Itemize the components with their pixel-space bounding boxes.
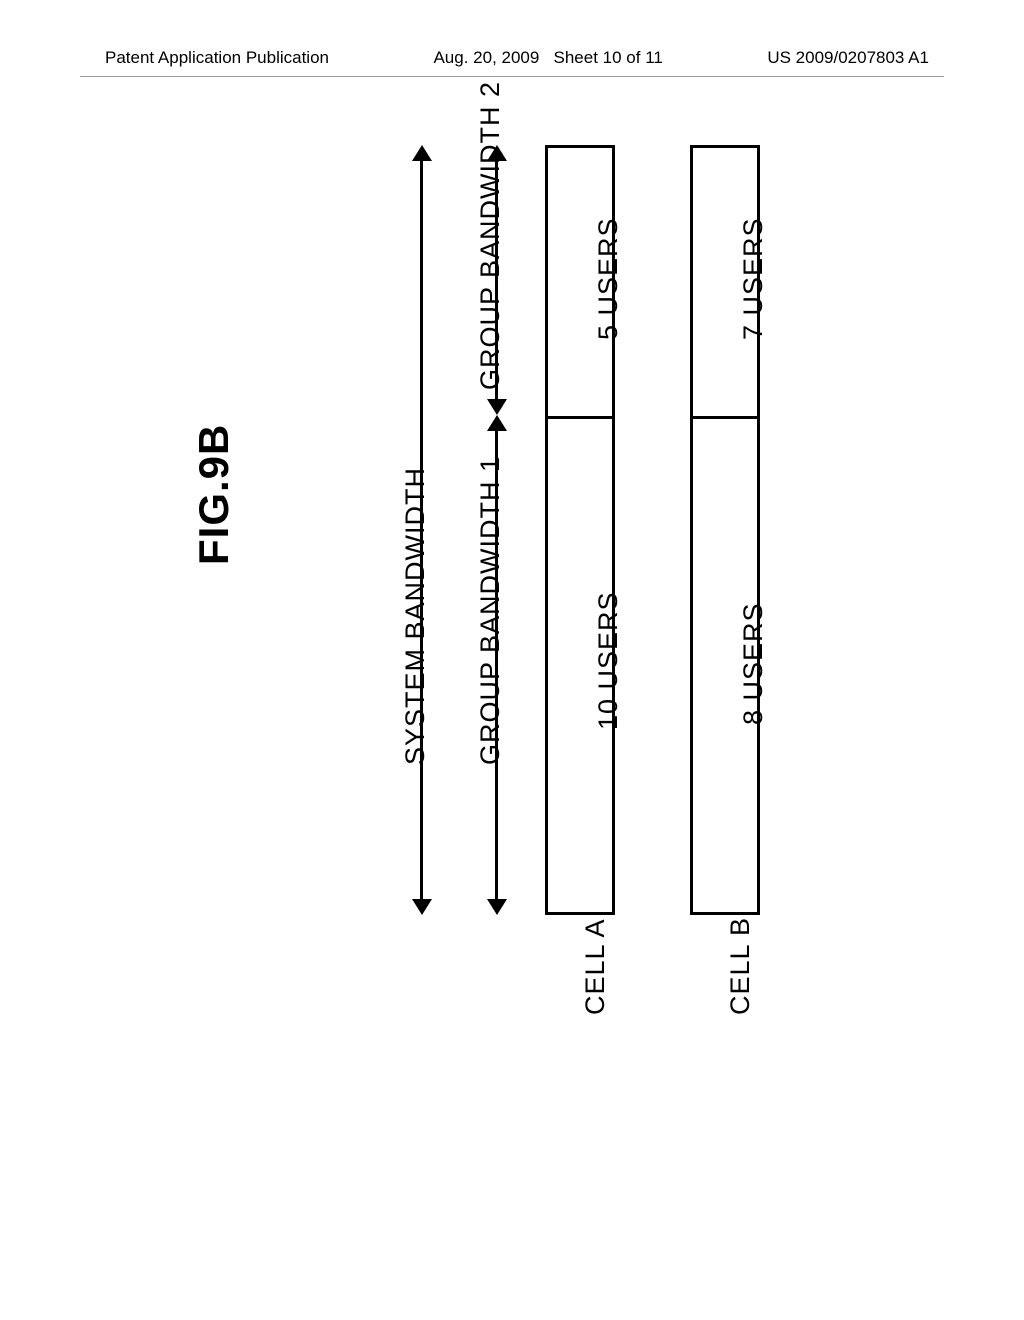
system-bandwidth-arrow <box>420 159 423 901</box>
cell-b-divider <box>693 416 757 419</box>
cell-a-label: CELL A <box>580 918 611 1015</box>
group-bandwidth-1-label: GROUP BANDWIDTH 1 <box>475 456 506 765</box>
page-header: Patent Application Publication Aug. 20, … <box>0 48 1024 68</box>
cell-b-seg2-text: 7 USERS <box>738 217 769 340</box>
cell-a-seg2-text: 5 USERS <box>593 217 624 340</box>
header-right: US 2009/0207803 A1 <box>767 48 929 68</box>
header-center: Aug. 20, 2009 Sheet 10 of 11 <box>433 48 662 68</box>
cell-a-seg1-text: 10 USERS <box>593 591 624 730</box>
figure-9b: FIG.9B SYSTEM BANDWIDTH GROUP BANDWIDTH … <box>130 145 890 1145</box>
system-bandwidth-label: SYSTEM BANDWIDTH <box>400 467 431 765</box>
group-bandwidth-2-arrow <box>495 159 498 401</box>
header-left: Patent Application Publication <box>105 48 329 68</box>
header-rule <box>80 76 944 77</box>
group-bandwidth-1-arrow <box>495 429 498 901</box>
cell-b-seg1-text: 8 USERS <box>738 602 769 725</box>
cell-a-divider <box>548 416 612 419</box>
figure-label: FIG.9B <box>190 424 238 565</box>
group-bandwidth-2-label: GROUP BANDWIDTH 2 <box>475 81 506 390</box>
cell-b-label: CELL B <box>725 917 756 1015</box>
